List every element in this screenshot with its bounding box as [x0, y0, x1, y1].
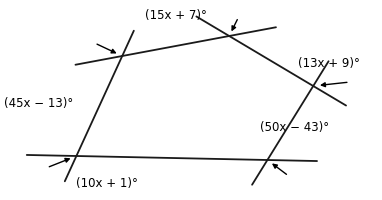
Text: (45x − 13)°: (45x − 13)°	[4, 98, 73, 110]
Text: (50x − 43)°: (50x − 43)°	[260, 121, 329, 134]
Text: (13x + 9)°: (13x + 9)°	[298, 58, 360, 71]
Text: (15x + 7)°: (15x + 7)°	[145, 9, 207, 22]
Text: (10x + 1)°: (10x + 1)°	[76, 178, 138, 190]
